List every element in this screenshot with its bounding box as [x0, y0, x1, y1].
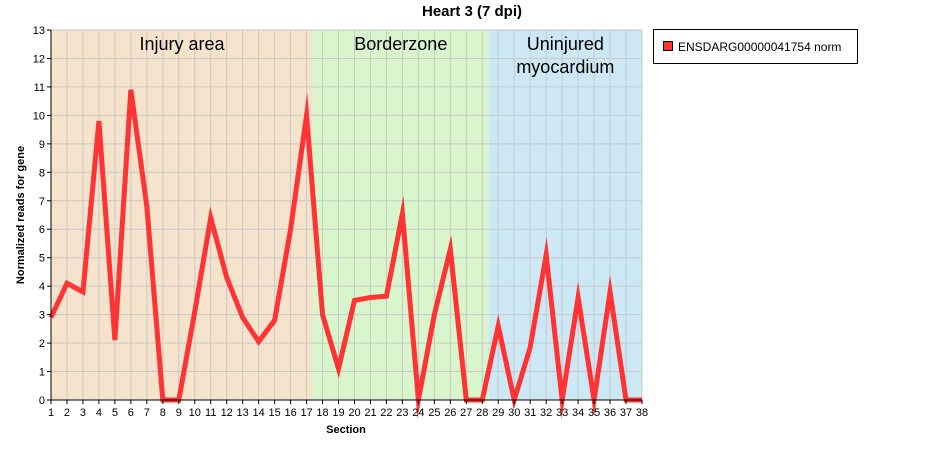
region-label: Injury area [139, 34, 225, 54]
x-tick-label: 3 [80, 407, 86, 419]
y-tick-label: 9 [39, 139, 45, 151]
x-tick-label: 25 [428, 407, 440, 419]
region-label: myocardium [516, 57, 614, 77]
y-axis-label: Normalized reads for gene [15, 146, 27, 284]
x-tick-label: 13 [237, 407, 249, 419]
x-tick-label: 12 [221, 407, 233, 419]
x-tick-label: 11 [205, 407, 216, 419]
x-tick-label: 5 [112, 407, 118, 419]
x-tick-label: 15 [268, 407, 280, 419]
x-tick-label: 2 [64, 407, 70, 419]
x-tick-label: 18 [316, 407, 328, 419]
y-tick-label: 12 [33, 53, 45, 65]
x-tick-label: 26 [444, 407, 456, 419]
region-0 [51, 30, 313, 400]
x-tick-label: 7 [144, 407, 150, 419]
x-tick-label: 36 [604, 407, 616, 419]
legend: ENSDARG00000041754 norm [653, 29, 858, 64]
data-series [48, 89, 642, 419]
x-tick-label: 30 [508, 407, 520, 419]
x-axis-label: Section [326, 424, 366, 436]
x-tick-label: 21 [364, 407, 376, 419]
axes [50, 30, 642, 401]
x-tick-label: 19 [332, 407, 344, 419]
y-tick-label: 2 [39, 338, 45, 350]
x-tick-label: 4 [96, 407, 102, 419]
region-label: Uninjured [527, 34, 604, 54]
y-tick-label: 0 [39, 395, 45, 407]
x-tick-label: 23 [396, 407, 408, 419]
y-tick-label: 10 [33, 110, 45, 122]
x-tick-label: 20 [348, 407, 360, 419]
x-tick-label: 38 [636, 407, 648, 419]
legend-swatch [663, 41, 673, 51]
x-tick-label: 24 [412, 407, 424, 419]
region-labels: Injury area Borderzone Uninjured myocardium [139, 34, 614, 77]
x-tick-label: 37 [620, 407, 632, 419]
legend-label: ENSDARG00000041754 norm [678, 40, 842, 54]
y-tick-label: 4 [39, 281, 45, 293]
x-tick-label: 35 [588, 407, 600, 419]
x-tick-label: 34 [572, 407, 584, 419]
region-label: Borderzone [354, 34, 447, 54]
x-tick-label: 17 [300, 407, 312, 419]
y-tick-label: 13 [33, 25, 45, 37]
y-tick-label: 7 [39, 196, 45, 208]
x-tick-label: 6 [128, 407, 134, 419]
y-tick-label: 3 [39, 310, 45, 322]
x-tick-label: 14 [253, 407, 265, 419]
chart-title: Heart 3 (7 dpi) [422, 3, 522, 20]
y-tick-label: 6 [39, 224, 45, 236]
x-tick-label: 28 [476, 407, 488, 419]
x-tick-label: 1 [48, 407, 54, 419]
x-tick-label: 29 [492, 407, 504, 419]
x-tick-labels: 1 2 3 4 5 6 7 8 9 10 11 12 13 14 15 16 17 18 19 20 21 22 23 24 2… [48, 400, 648, 419]
y-tick-label: 1 [39, 367, 45, 379]
x-tick-label: 9 [176, 407, 182, 419]
x-tick-label: 22 [380, 407, 392, 419]
x-tick-label: 10 [189, 407, 201, 419]
y-tick-label: 5 [39, 253, 45, 265]
x-tick-label: 31 [524, 407, 536, 419]
y-tick-label: 8 [39, 167, 45, 179]
x-tick-label: 27 [460, 407, 472, 419]
x-tick-label: 33 [556, 407, 568, 419]
series-line [48, 89, 642, 419]
x-tick-label: 8 [160, 407, 166, 419]
y-tick-label: 11 [34, 82, 45, 94]
x-tick-label: 32 [540, 407, 552, 419]
x-tick-label: 16 [284, 407, 296, 419]
